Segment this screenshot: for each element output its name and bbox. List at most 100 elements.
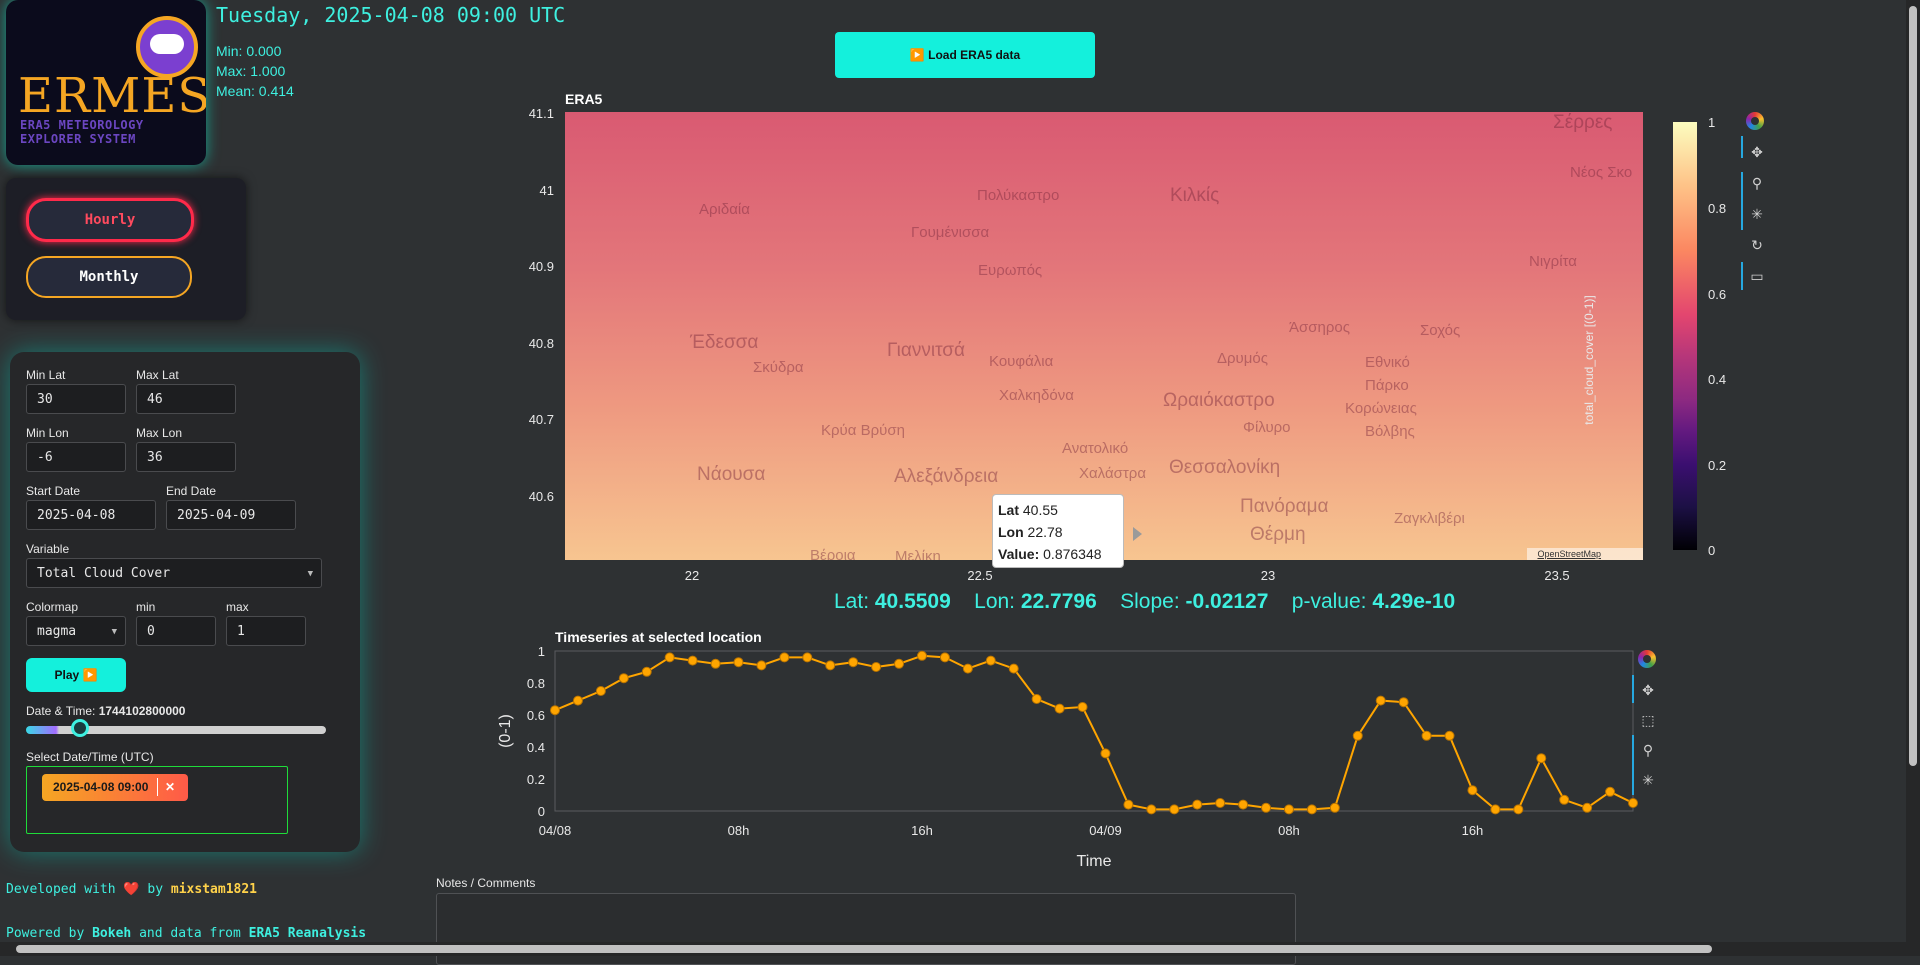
play-button[interactable]: Play ▶️ bbox=[26, 658, 126, 692]
max-lat-label: Max Lat bbox=[136, 368, 179, 382]
comment-icon[interactable]: ▭ bbox=[1750, 268, 1764, 284]
map-title: ERA5 bbox=[565, 91, 603, 107]
chevron-down-icon: ▼ bbox=[111, 627, 117, 637]
wheel-zoom-icon[interactable]: ⚲ bbox=[1751, 175, 1763, 191]
datetime-slider-title: Date & Time: bbox=[26, 704, 96, 718]
load-era5-button[interactable]: ▶️ Load ERA5 data bbox=[835, 32, 1095, 78]
data-point bbox=[550, 705, 560, 716]
min-lat-label: Min Lat bbox=[26, 368, 66, 382]
box-zoom-icon[interactable]: ⬚ bbox=[1641, 712, 1655, 728]
ermes-logo: ERMES ERA5 METEOROLOGY EXPLORER SYSTEM bbox=[6, 0, 206, 165]
vertical-scrollbar-thumb[interactable] bbox=[1909, 6, 1917, 766]
datetime-slider[interactable] bbox=[26, 726, 326, 734]
hourly-button[interactable]: Hourly bbox=[26, 198, 194, 242]
datetime-slider-handle[interactable] bbox=[71, 719, 89, 737]
data-point bbox=[1261, 802, 1272, 813]
reset-icon[interactable]: ↻ bbox=[1751, 237, 1763, 253]
hover-icon[interactable]: ✳ bbox=[1751, 206, 1763, 222]
map-place-label: Εθνικό bbox=[1365, 354, 1410, 371]
tooltip-value-value: 0.876348 bbox=[1043, 546, 1102, 562]
map-place-label: Έδεσσα bbox=[690, 332, 759, 353]
max-lat-input[interactable]: 46 bbox=[136, 384, 236, 414]
map-place-label: Βόλβης bbox=[1365, 423, 1415, 440]
sel-lat-value: 40.5509 bbox=[874, 590, 951, 613]
y-tick-label: 0.8 bbox=[527, 676, 545, 691]
osm-attribution[interactable]: OpenStreetMap bbox=[1527, 548, 1643, 560]
data-point bbox=[1467, 785, 1478, 796]
logo-name: ERMES bbox=[18, 68, 206, 124]
map-place-label: Αριδαία bbox=[699, 201, 750, 218]
chevron-down-icon: ▼ bbox=[307, 569, 313, 579]
cmin-input[interactable]: 0 bbox=[136, 616, 216, 646]
current-datetime: Tuesday, 2025-04-08 09:00 UTC bbox=[216, 3, 566, 27]
map-x-tick: 23.5 bbox=[1544, 568, 1570, 583]
timeseries-chart[interactable]: 0 0.2 0.4 0.6 0.8 1 04/08 08h 16h 04/09 08h 16h Time… bbox=[490, 640, 1680, 880]
datetime-multiselect[interactable]: 2025-04-08 09:00 ✕ bbox=[26, 766, 288, 834]
wheel-zoom-icon[interactable]: ⚲ bbox=[1642, 742, 1654, 758]
data-point bbox=[1123, 799, 1134, 810]
sel-lon-label: Lon: bbox=[974, 590, 1016, 613]
data-point bbox=[1536, 753, 1547, 764]
y-tick-label: 0.4 bbox=[527, 740, 545, 755]
data-point bbox=[894, 658, 905, 669]
map-place-label: Αλεξάνδρεια bbox=[894, 466, 999, 487]
end-date-input[interactable]: 2025-04-09 bbox=[166, 500, 296, 530]
notes-label: Notes / Comments bbox=[436, 876, 536, 890]
map-place-label: Ωραιόκαστρο bbox=[1163, 390, 1275, 411]
y-tick-label: 0.2 bbox=[527, 772, 545, 787]
cmax-input[interactable]: 1 bbox=[226, 616, 306, 646]
data-point bbox=[871, 662, 882, 672]
data-point bbox=[1008, 663, 1019, 674]
pan-icon[interactable]: ✥ bbox=[1751, 144, 1763, 160]
data-point bbox=[733, 657, 744, 668]
map-place-label: Μελίκη bbox=[895, 548, 941, 560]
hover-icon[interactable]: ✳ bbox=[1642, 772, 1654, 788]
data-point bbox=[939, 652, 950, 663]
min-lon-label: Min Lon bbox=[26, 426, 69, 440]
close-icon[interactable]: ✕ bbox=[165, 780, 176, 794]
bokeh-logo-icon[interactable] bbox=[1638, 650, 1656, 668]
map-place-label: Άσσηρος bbox=[1289, 319, 1350, 336]
sel-pvalue-label: p-value: bbox=[1291, 590, 1367, 613]
map-place-label: Φίλυρο bbox=[1243, 419, 1291, 436]
data-point bbox=[1582, 802, 1593, 813]
era5-link[interactable]: ERA5 Reanalysis bbox=[248, 926, 367, 941]
monthly-button[interactable]: Monthly bbox=[26, 256, 192, 298]
horizontal-scrollbar-thumb[interactable] bbox=[16, 945, 1712, 953]
data-point bbox=[641, 666, 652, 677]
data-point bbox=[916, 650, 927, 661]
variable-select[interactable]: Total Cloud Cover ▼ bbox=[26, 558, 322, 588]
map-place-label: Σκύδρα bbox=[753, 359, 804, 376]
y-tick-label: 0.6 bbox=[527, 708, 545, 723]
tool-active-indicator bbox=[1741, 136, 1743, 158]
bokeh-link[interactable]: Bokeh bbox=[92, 926, 132, 941]
tooltip-lat-value: 40.55 bbox=[1022, 502, 1058, 518]
x-tick-label: 16h bbox=[911, 823, 933, 838]
data-point bbox=[1215, 798, 1226, 808]
data-point bbox=[1077, 702, 1088, 712]
max-lon-input[interactable]: 36 bbox=[136, 442, 236, 472]
map-y-tick: 40.6 bbox=[528, 489, 554, 504]
map-x-tick: 22.5 bbox=[967, 568, 993, 583]
end-date-label: End Date bbox=[166, 484, 217, 498]
tooltip-lat-label: Lat bbox=[998, 502, 1019, 518]
data-point bbox=[1306, 804, 1317, 815]
pan-icon[interactable]: ✥ bbox=[1642, 682, 1654, 698]
max-lon-label: Max Lon bbox=[136, 426, 183, 440]
author-link[interactable]: mixstam1821 bbox=[170, 882, 257, 897]
era5-map[interactable]: Σέρρες Νέος Σκο Αριδαία Πολύκαστρο Κιλκί… bbox=[565, 112, 1643, 560]
start-date-input[interactable]: 2025-04-08 bbox=[26, 500, 156, 530]
datetime-chip[interactable]: 2025-04-08 09:00 ✕ bbox=[42, 774, 188, 801]
map-place-label: Θεσσαλονίκη bbox=[1169, 457, 1281, 478]
map-place-label: Ευρωπός bbox=[978, 262, 1043, 279]
colormap-select[interactable]: magma ▼ bbox=[26, 616, 126, 646]
map-place-label: Ζαγκλιβέρι bbox=[1394, 510, 1465, 527]
data-point bbox=[572, 695, 583, 706]
map-place-label: Κουφάλια bbox=[989, 353, 1054, 370]
min-lat-input[interactable]: 30 bbox=[26, 384, 126, 414]
map-x-tick: 23 bbox=[1260, 568, 1276, 583]
x-tick-label: 04/08 bbox=[539, 823, 572, 838]
min-lon-input[interactable]: -6 bbox=[26, 442, 126, 472]
bokeh-logo-icon[interactable] bbox=[1746, 112, 1764, 130]
data-point bbox=[962, 663, 973, 674]
